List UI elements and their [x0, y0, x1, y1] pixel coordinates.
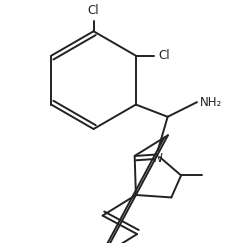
Text: Cl: Cl	[158, 49, 170, 62]
Text: NH₂: NH₂	[200, 96, 222, 109]
Text: N: N	[153, 152, 162, 165]
Text: Cl: Cl	[88, 4, 99, 17]
